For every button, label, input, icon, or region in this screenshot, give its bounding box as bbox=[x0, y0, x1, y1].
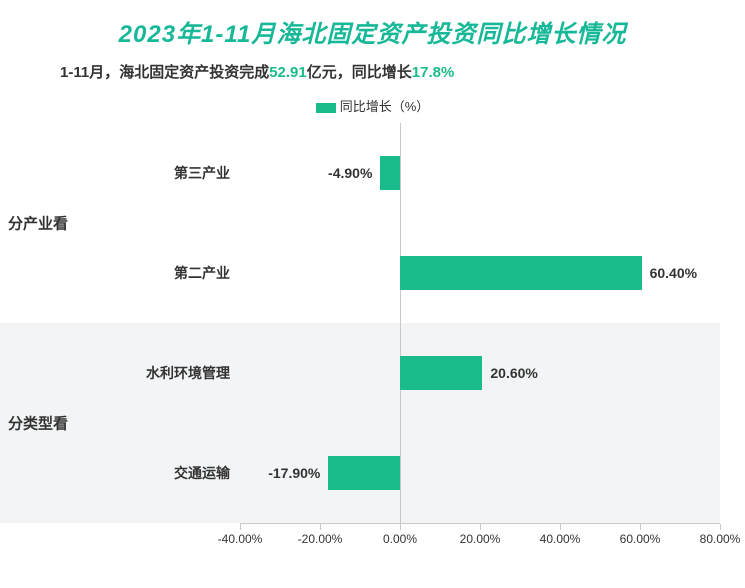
category-label: 交通运输 bbox=[110, 463, 230, 483]
x-axis: -40.00%-20.00%0.00%20.00%40.00%60.00%80.… bbox=[240, 523, 720, 553]
zero-line bbox=[400, 123, 401, 523]
chart-area: -4.90% 60.40% 20.60% -17.90% -40.00% -20.00%… bbox=[0, 123, 745, 553]
x-tick bbox=[240, 524, 241, 530]
bar-value-label: -4.90% bbox=[328, 165, 372, 181]
bar bbox=[400, 356, 482, 390]
subtitle-unit-1: 亿元，同比增长 bbox=[307, 64, 412, 81]
bar-value-label: -17.90% bbox=[268, 465, 320, 481]
category-label: 水利环境管理 bbox=[110, 363, 230, 383]
x-tick bbox=[480, 524, 481, 530]
category-label: 第二产业 bbox=[110, 263, 230, 283]
bar bbox=[328, 456, 400, 490]
x-tick bbox=[640, 524, 641, 530]
bar bbox=[380, 156, 400, 190]
chart-subtitle: 1-11月，海北固定资产投资完成52.91亿元，同比增长17.8% bbox=[60, 61, 745, 82]
x-tick-label: -40.00% bbox=[218, 532, 263, 546]
bar-value-label: 60.40% bbox=[650, 265, 697, 281]
group-bg bbox=[240, 123, 720, 323]
x-tick-label: 0.00% bbox=[383, 532, 417, 546]
chart-title: 2023年1-11月海北固定资产投资同比增长情况 bbox=[0, 0, 745, 49]
legend-label: 同比增长（%） bbox=[340, 99, 430, 114]
subtitle-prefix: 1-11月，海北固定资产投资完成 bbox=[60, 64, 269, 81]
subtitle-value-2: 17.8% bbox=[412, 64, 455, 81]
x-tick-label: 40.00% bbox=[540, 532, 581, 546]
legend: 同比增长（%） bbox=[0, 96, 745, 115]
bar bbox=[400, 256, 642, 290]
group-bg bbox=[240, 323, 720, 523]
x-tick bbox=[720, 524, 721, 530]
group-label: 分产业看 bbox=[8, 213, 68, 234]
legend-swatch bbox=[316, 103, 336, 113]
x-tick-label: 80.00% bbox=[700, 532, 741, 546]
bar-value-label: 20.60% bbox=[490, 365, 537, 381]
group-label: 分类型看 bbox=[8, 413, 68, 434]
x-tick bbox=[320, 524, 321, 530]
x-tick-label: -20.00% bbox=[298, 532, 343, 546]
x-tick-label: 20.00% bbox=[460, 532, 501, 546]
x-tick bbox=[560, 524, 561, 530]
x-tick-label: 60.00% bbox=[620, 532, 661, 546]
x-tick bbox=[400, 524, 401, 530]
plot-area: -4.90% 60.40% 20.60% -17.90% bbox=[240, 123, 720, 523]
category-label: 第三产业 bbox=[110, 163, 230, 183]
subtitle-value-1: 52.91 bbox=[269, 64, 307, 81]
